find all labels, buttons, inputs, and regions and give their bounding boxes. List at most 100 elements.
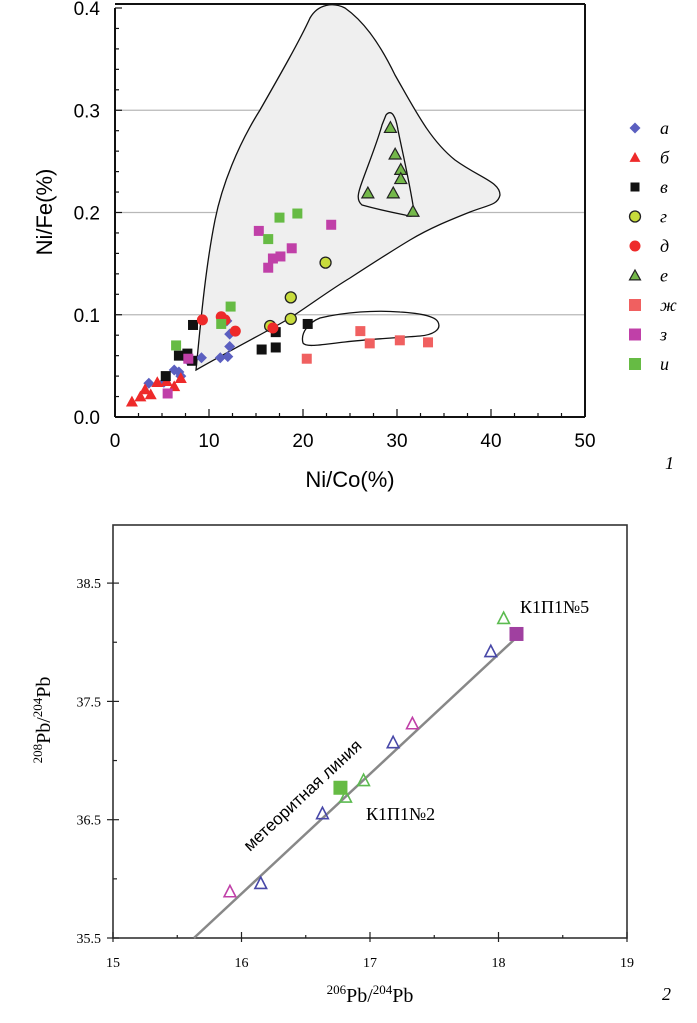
data-point	[225, 301, 236, 312]
data-point	[160, 371, 171, 382]
data-point	[301, 353, 312, 364]
panel-label-1: 1	[665, 453, 674, 473]
data-point	[174, 372, 187, 383]
data-point	[267, 253, 278, 264]
legend-marker-и	[629, 358, 641, 370]
y-label-sup2: 204	[30, 697, 45, 717]
data-point	[423, 337, 434, 348]
data-point	[315, 805, 330, 820]
data-point	[292, 208, 303, 219]
data-point	[394, 335, 405, 346]
data-point	[224, 340, 236, 352]
data-point	[360, 185, 375, 199]
field-e	[357, 112, 415, 217]
y-tick-label: 0.4	[74, 0, 101, 20]
axis-ticks	[107, 582, 628, 942]
x-tick-label: 0	[110, 431, 121, 452]
y-label-base2: Pb	[33, 677, 55, 698]
data-point	[386, 185, 401, 199]
data-point	[139, 383, 152, 395]
x-label-sep: /	[367, 985, 373, 1007]
y-axis-label: Ni/Fe(%)	[32, 169, 57, 256]
data-point	[253, 225, 264, 236]
data-point	[355, 326, 366, 337]
legend-marker-в	[630, 182, 640, 192]
x-axis-label: 206Pb/204Pb	[327, 982, 414, 1007]
legend-label: в	[660, 177, 668, 197]
data-point	[214, 352, 226, 364]
y-tick-label: 36.5	[77, 814, 102, 829]
series-з	[162, 219, 337, 399]
data-point	[267, 322, 279, 334]
data-point	[388, 146, 403, 160]
data-point	[162, 388, 173, 399]
data-point	[483, 643, 498, 658]
data-point	[183, 353, 194, 364]
series-ж	[301, 326, 434, 364]
y-tick-label: 0.0	[74, 408, 100, 429]
legend-label: д	[660, 236, 669, 256]
data-point	[196, 314, 208, 326]
data-point	[496, 610, 511, 625]
data-point	[256, 344, 267, 355]
x-tick-label: 15	[106, 956, 120, 971]
data-point	[284, 291, 297, 304]
y-label-sep: /	[33, 717, 55, 723]
series-green open triangles	[338, 610, 511, 803]
legend-marker-а	[629, 122, 641, 134]
data-point	[364, 338, 375, 349]
data-point	[171, 340, 182, 351]
data-point	[509, 626, 524, 641]
meteorite-line	[193, 638, 515, 939]
legend-label: з	[659, 325, 667, 345]
data-point	[182, 348, 193, 359]
data-point	[222, 883, 238, 898]
series-blue open triangles	[253, 643, 498, 890]
x-tick-label: 30	[386, 431, 407, 452]
legend-label: а	[660, 118, 669, 138]
tick-labels: 35.5 36.5 37.5 38.5 15 16 17 18 19	[77, 577, 635, 971]
legend-label: г	[660, 207, 667, 227]
series-и	[171, 208, 303, 351]
data-point	[284, 312, 297, 325]
legend-marker-ж	[629, 299, 641, 311]
data-point	[270, 342, 281, 353]
x-label-base2: Pb	[392, 985, 413, 1007]
y-tick-label: 35.5	[77, 932, 102, 947]
legend-label: и	[660, 354, 669, 374]
x-tick-label: 10	[198, 431, 219, 452]
data-point	[326, 219, 337, 230]
data-point	[319, 256, 332, 269]
legend-marker-е	[628, 268, 642, 281]
annotation-k1p1-2: К1П1№2	[366, 804, 435, 824]
data-point	[253, 875, 268, 890]
data-point	[356, 772, 371, 787]
series-е	[360, 120, 420, 217]
y-tick-label: 38.5	[77, 577, 102, 592]
x-tick-label: 16	[235, 956, 249, 971]
plot-frame	[112, 524, 628, 939]
x-tick-label: 17	[363, 956, 377, 971]
y-tick-label: 0.1	[74, 306, 100, 327]
y-tick-label: 37.5	[77, 695, 102, 710]
data-point	[275, 251, 286, 262]
series-magenta open triangles	[222, 715, 420, 898]
data-point	[188, 319, 199, 330]
y-tick-label: 0.3	[74, 101, 100, 122]
data-point	[333, 780, 348, 795]
x-tick-label: 50	[574, 431, 595, 452]
x-label-sup1: 206	[327, 982, 347, 997]
data-point	[216, 318, 227, 329]
data-point	[405, 715, 420, 730]
data-point	[168, 380, 181, 392]
y-label-base1: Pb	[33, 723, 55, 744]
data-point	[274, 212, 285, 223]
x-tick-label: 40	[480, 431, 501, 452]
legend-label: е	[660, 266, 668, 286]
data-point	[195, 352, 207, 364]
legend-label: ж	[660, 295, 677, 315]
field-large	[195, 4, 501, 372]
chart-ni-fe-vs-ni-co: 0.0 0.1 0.2 0.3 0.4 0 10 20 30 40 50 Ni/Co(%) Ni/F…	[32, 0, 677, 492]
data-points	[222, 610, 524, 898]
